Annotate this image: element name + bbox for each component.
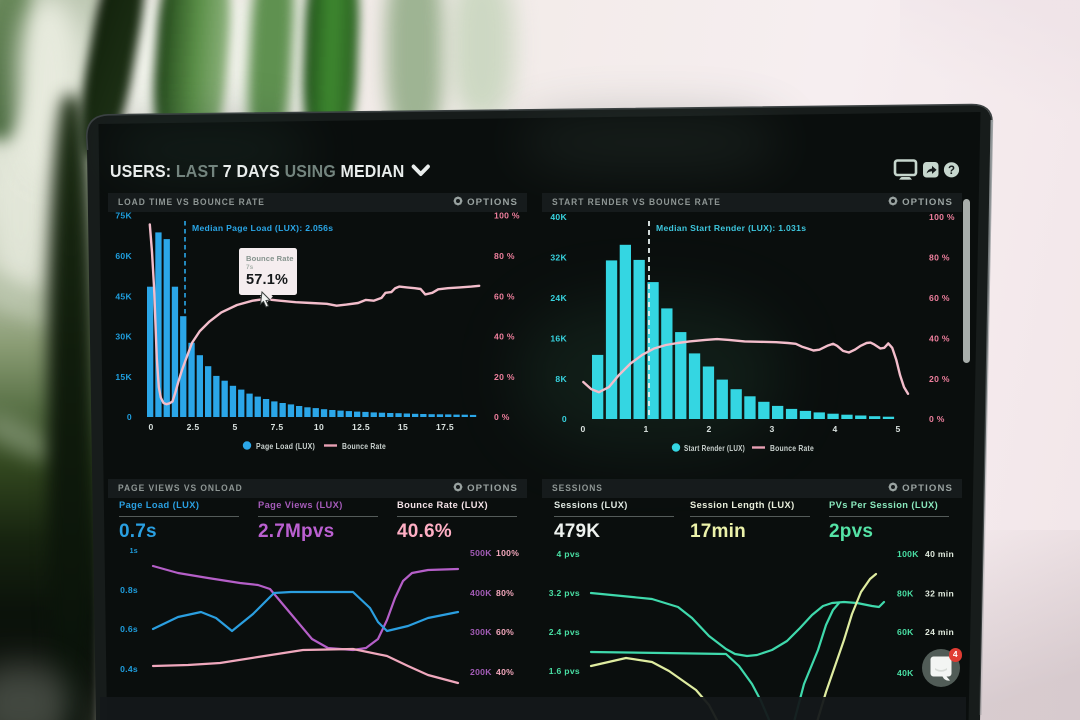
svg-text:2.5: 2.5: [187, 422, 200, 432]
svg-text:0 %: 0 %: [494, 412, 510, 422]
svg-text:80 %: 80 %: [929, 253, 950, 263]
svg-text:Page Load (LUX): Page Load (LUX): [256, 441, 315, 451]
svg-text:40 min: 40 min: [925, 549, 954, 559]
svg-text:Start Render (LUX): Start Render (LUX): [684, 443, 745, 453]
svg-text:5: 5: [232, 422, 237, 432]
svg-text:24 min: 24 min: [925, 627, 954, 637]
svg-text:40K: 40K: [550, 212, 567, 222]
svg-text:Bounce Rate: Bounce Rate: [770, 443, 814, 453]
svg-text:15K: 15K: [115, 372, 132, 382]
svg-text:0.4s: 0.4s: [120, 664, 138, 674]
svg-text:0: 0: [562, 414, 567, 424]
svg-text:40%: 40%: [496, 667, 514, 677]
svg-text:40K: 40K: [897, 668, 914, 678]
svg-text:2.4 pvs: 2.4 pvs: [549, 627, 580, 637]
svg-text:400K: 400K: [470, 588, 492, 598]
svg-text:1s: 1s: [130, 548, 138, 555]
svg-text:0 %: 0 %: [929, 414, 945, 424]
svg-text:40 %: 40 %: [494, 332, 515, 342]
svg-text:500K: 500K: [470, 548, 492, 558]
svg-text:0.8s: 0.8s: [120, 585, 138, 595]
svg-text:45K: 45K: [115, 291, 132, 301]
svg-text:Bounce Rate: Bounce Rate: [342, 441, 386, 451]
svg-text:80K: 80K: [897, 589, 914, 599]
svg-text:10: 10: [314, 422, 324, 432]
svg-text:4: 4: [832, 424, 837, 434]
svg-text:1.6 pvs: 1.6 pvs: [549, 666, 580, 676]
svg-text:16K: 16K: [550, 333, 567, 343]
svg-text:12.5: 12.5: [352, 422, 370, 432]
svg-text:20 %: 20 %: [494, 372, 515, 382]
svg-text:32K: 32K: [550, 253, 567, 263]
svg-text:60 %: 60 %: [494, 291, 515, 301]
svg-text:Median Page Load (LUX): 2.056s: Median Page Load (LUX): 2.056s: [192, 223, 333, 233]
svg-text:0.6s: 0.6s: [120, 624, 138, 634]
svg-text:4 pvs: 4 pvs: [557, 549, 580, 559]
svg-text:200K: 200K: [470, 667, 492, 677]
svg-text:0: 0: [148, 422, 153, 432]
svg-text:15: 15: [398, 422, 408, 432]
svg-text:8K: 8K: [555, 374, 567, 384]
svg-text:24K: 24K: [550, 293, 567, 303]
svg-text:30K: 30K: [115, 332, 132, 342]
svg-text:100%: 100%: [496, 548, 519, 558]
svg-text:3.2 pvs: 3.2 pvs: [549, 588, 580, 598]
svg-text:80 %: 80 %: [494, 251, 515, 261]
svg-text:3: 3: [769, 424, 774, 434]
svg-text:40 %: 40 %: [929, 333, 950, 343]
svg-text:5: 5: [895, 424, 900, 434]
svg-text:?: ?: [948, 165, 955, 177]
svg-text:60K: 60K: [115, 251, 132, 261]
svg-text:2: 2: [706, 424, 711, 434]
svg-text:75K: 75K: [115, 212, 132, 221]
svg-text:60K: 60K: [897, 627, 914, 637]
svg-text:0: 0: [580, 424, 585, 434]
svg-text:80%: 80%: [496, 588, 514, 598]
svg-text:100 %: 100 %: [494, 212, 520, 221]
svg-text:1: 1: [643, 424, 648, 434]
svg-text:300K: 300K: [470, 627, 492, 637]
svg-text:7.5: 7.5: [271, 422, 284, 432]
svg-text:20 %: 20 %: [929, 374, 950, 384]
svg-text:17.5: 17.5: [436, 422, 454, 432]
svg-text:100 %: 100 %: [929, 212, 955, 222]
svg-text:0: 0: [127, 412, 132, 422]
svg-text:32 min: 32 min: [925, 589, 954, 599]
svg-text:60%: 60%: [496, 627, 514, 637]
svg-text:Median Start Render (LUX): 1.0: Median Start Render (LUX): 1.031s: [656, 223, 806, 233]
svg-text:60 %: 60 %: [929, 293, 950, 303]
svg-text:100K: 100K: [897, 549, 919, 559]
